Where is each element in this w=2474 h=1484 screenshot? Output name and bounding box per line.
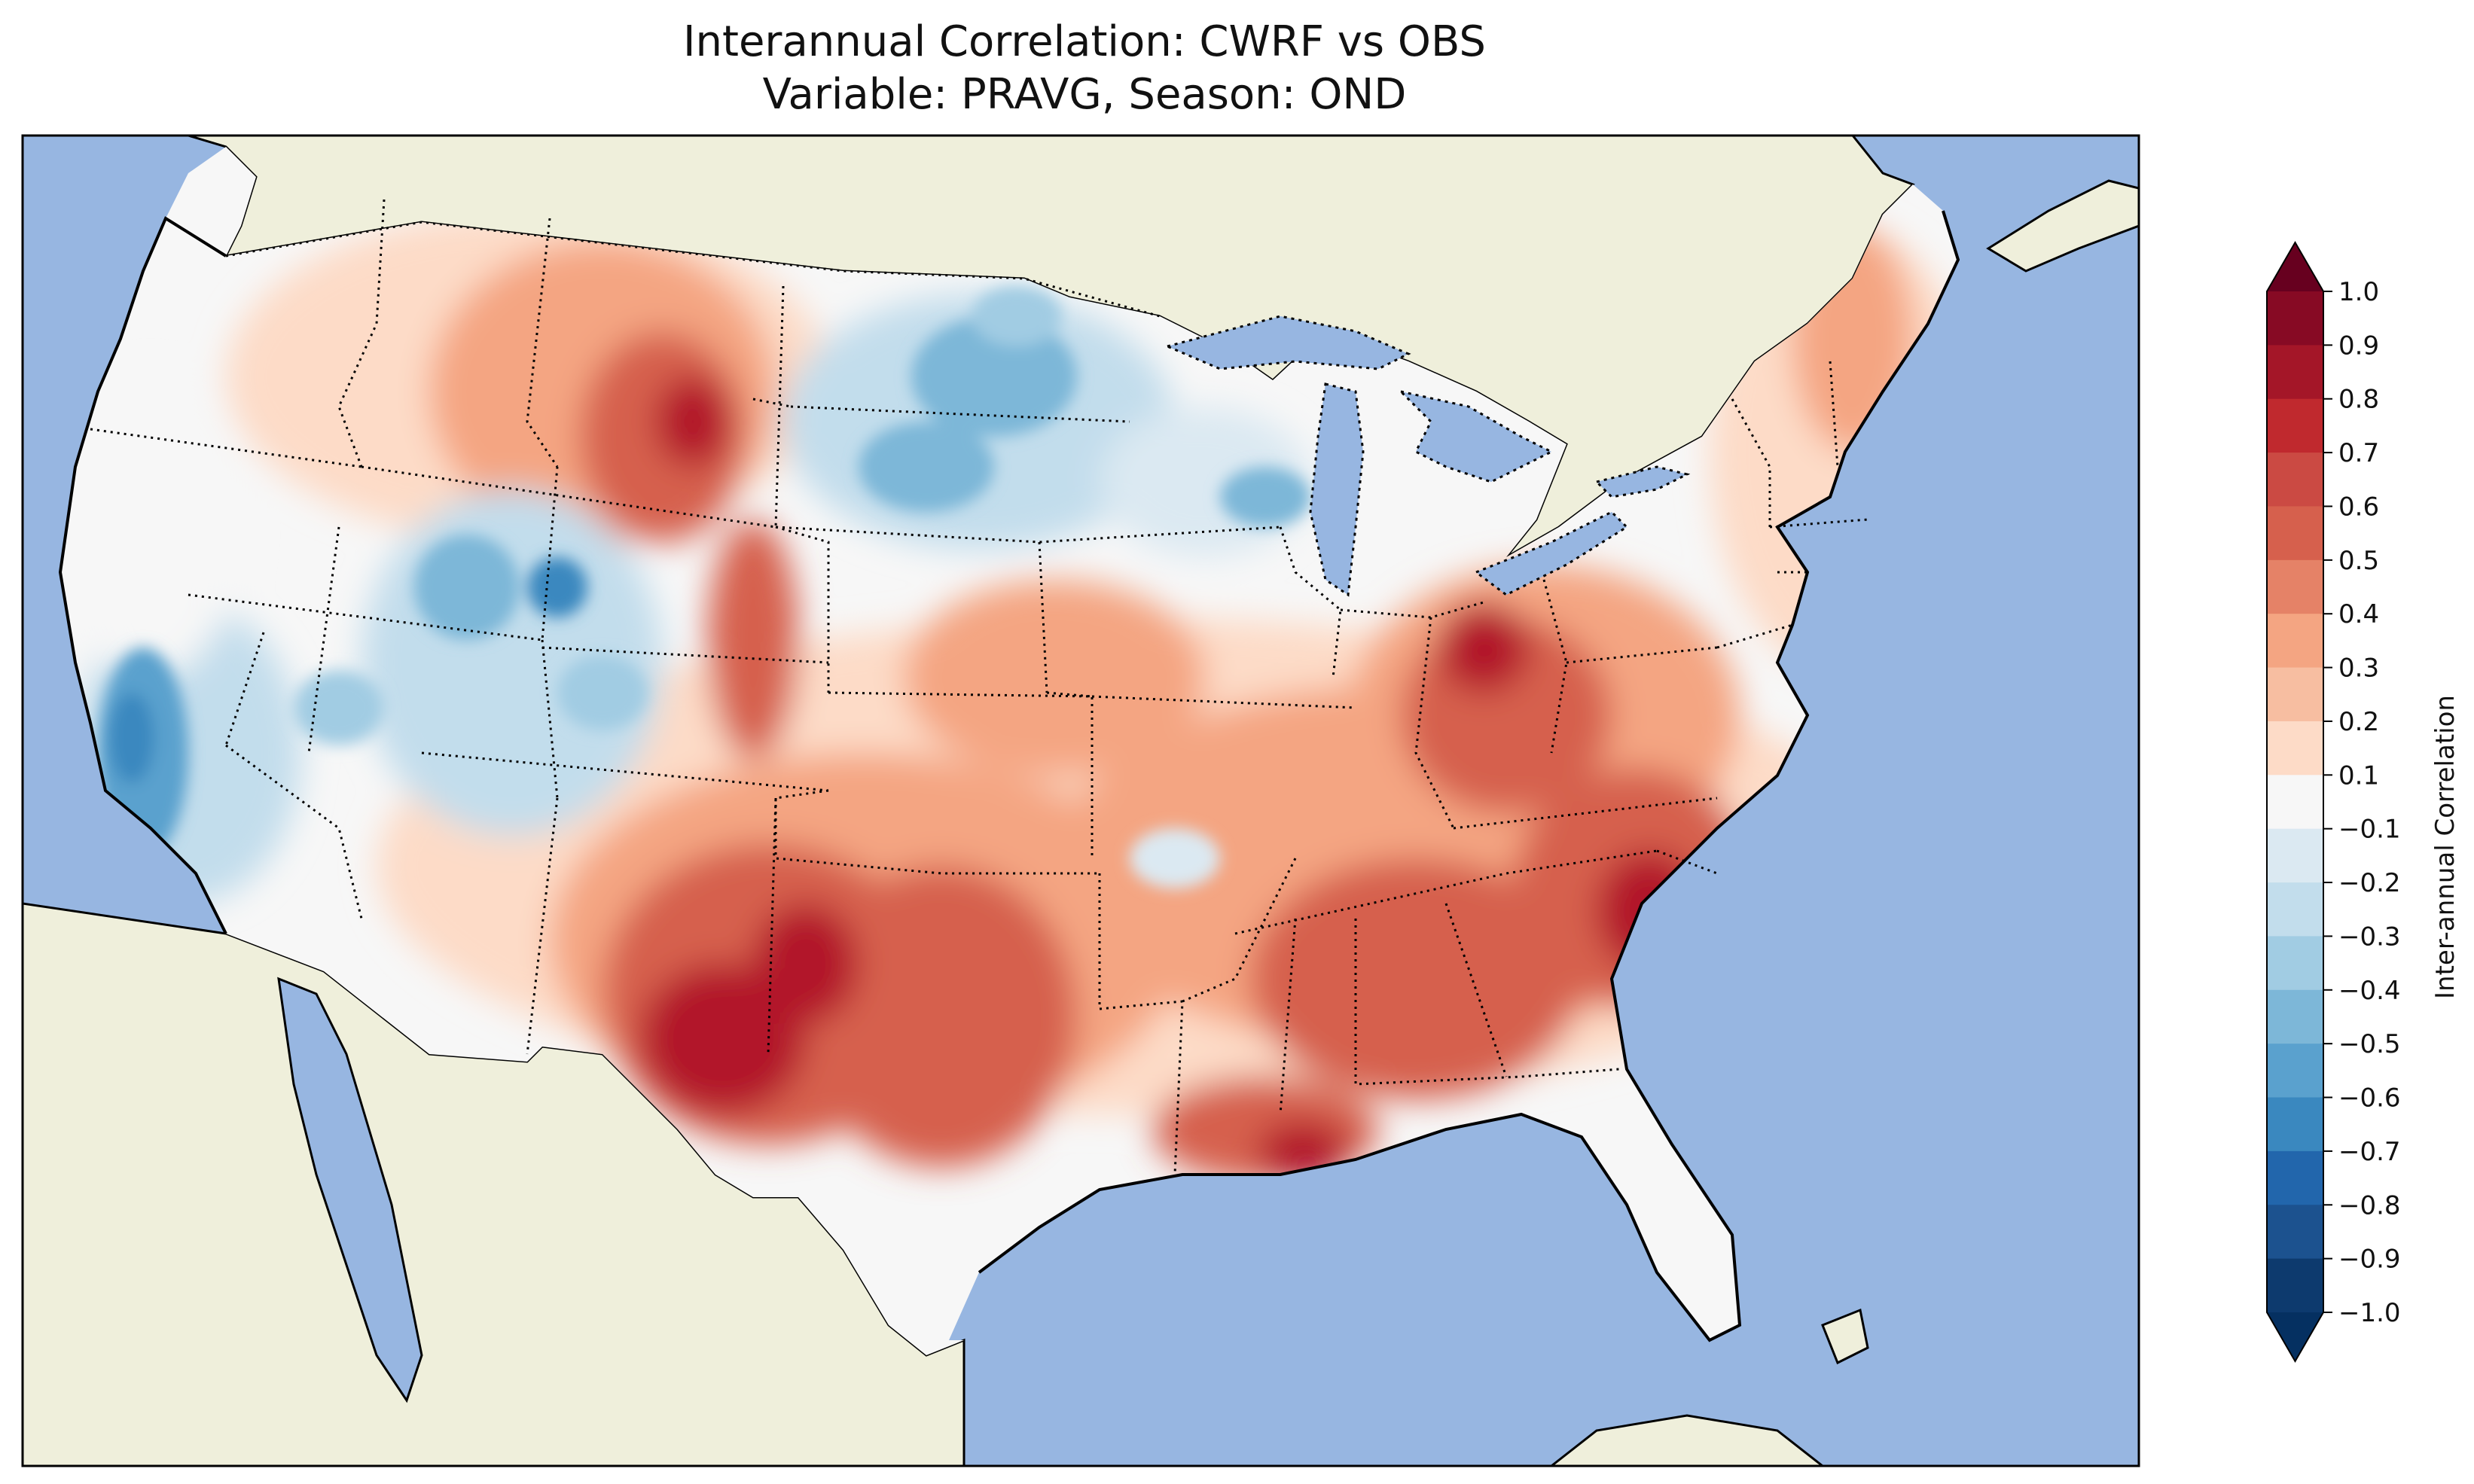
cuba-bahamas [1821, 1308, 1869, 1365]
title-line-2: Variable: PRAVG, Season: OND [762, 70, 1407, 119]
colorbar-tick-label: 0.4 [2338, 599, 2379, 629]
colorbar-swatch [2267, 1044, 2323, 1099]
colorbar-tick-label: 0.5 [2338, 546, 2379, 576]
colorbar-tick-label: 0.7 [2338, 438, 2379, 468]
colorbar-swatch [2267, 453, 2323, 507]
colorbar-tick-label: 0.9 [2338, 331, 2379, 361]
colorbar-swatch [2267, 936, 2323, 991]
colorbar-tick-label: 1.0 [2338, 277, 2379, 307]
colorbar-tick-label: −0.3 [2338, 922, 2401, 952]
colorbar-tick-label: −0.7 [2338, 1137, 2401, 1167]
colorbar-swatch [2267, 345, 2323, 400]
colorbar-tick-label: −0.5 [2338, 1029, 2401, 1059]
colorbar-over-arrow [2267, 242, 2323, 291]
yucatan [1549, 1414, 1825, 1466]
colorbar-swatch [2267, 667, 2323, 722]
colorbar-tick-label: −0.2 [2338, 868, 2401, 898]
map-frame [21, 134, 2140, 1467]
baja-gulf [277, 977, 423, 1403]
colorbar-tick-label: −0.1 [2338, 815, 2401, 845]
colorbar-tick-label: −0.9 [2338, 1245, 2401, 1275]
colorbar-label: Inter-annual Correlation [2430, 695, 2460, 999]
colorbar-swatch [2267, 1205, 2323, 1260]
nova-scotia [1986, 179, 2139, 273]
colorbar-tick-label: −0.4 [2338, 976, 2401, 1006]
colorbar-swatch [2267, 1097, 2323, 1152]
title-line-1: Interannual Correlation: CWRF vs OBS [683, 17, 1486, 66]
colorbar-under-arrow [2267, 1312, 2323, 1361]
colorbar-swatch [2267, 559, 2323, 614]
colorbar-tick-label: 0.3 [2338, 654, 2379, 684]
great-lakes [1164, 315, 1691, 597]
colorbar-swatch [2267, 398, 2323, 453]
us-coastline [58, 210, 1960, 1342]
colorbar-tick-label: 0.6 [2338, 492, 2379, 522]
colorbar-tick-label: 0.1 [2338, 760, 2379, 791]
colorbar-tick-label: −1.0 [2338, 1298, 2401, 1328]
colorbar-swatch [2267, 291, 2323, 346]
colorbar-swatch [2267, 721, 2323, 776]
colorbar-swatch [2267, 1150, 2323, 1205]
colorbar-swatch [2267, 989, 2323, 1044]
colorbar-tick-label: −0.8 [2338, 1190, 2401, 1220]
correlation-field [60, 211, 1958, 1182]
state-borders [90, 199, 1868, 1175]
colorbar-swatch [2267, 882, 2323, 937]
colorbar-tick-label: 0.2 [2338, 707, 2379, 737]
colorbar-swatch [2267, 775, 2323, 830]
colorbar-swatch [2267, 614, 2323, 669]
colorbar-swatch [2267, 828, 2323, 883]
colorbar-swatch [2267, 506, 2323, 561]
colorbar-tick-label: 0.8 [2338, 385, 2379, 415]
colorbar-swatch [2267, 1258, 2323, 1313]
colorbar-tick-label: −0.6 [2338, 1083, 2401, 1114]
